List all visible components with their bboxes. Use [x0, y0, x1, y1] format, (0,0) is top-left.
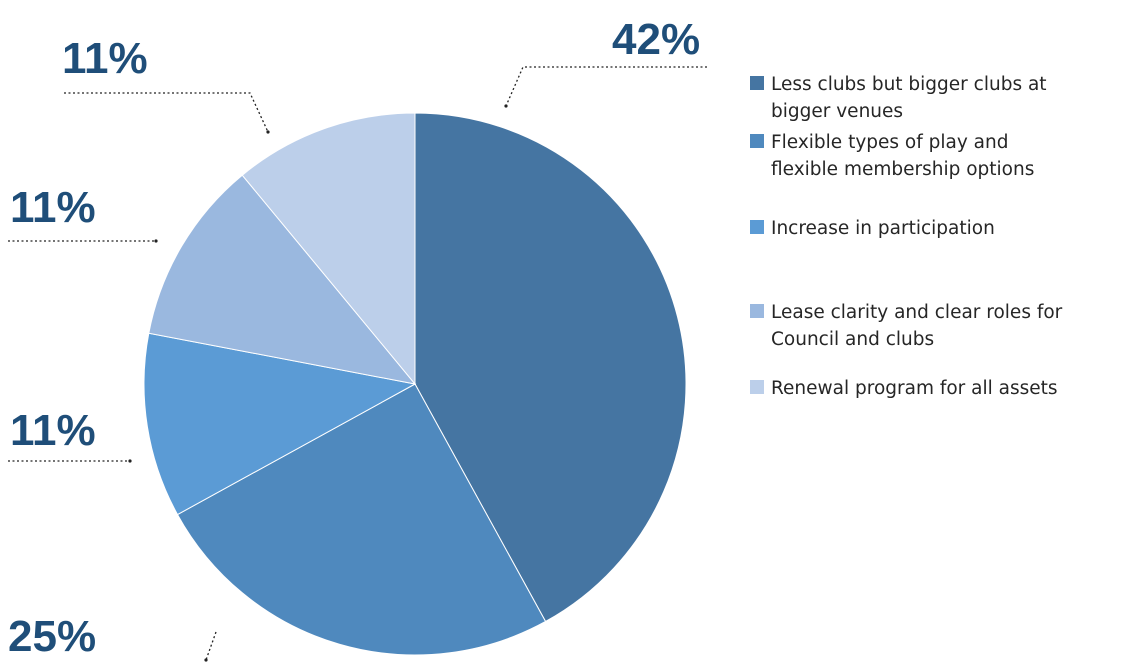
legend-swatch	[750, 134, 764, 148]
legend-label: Flexible types of play and flexible membe…	[771, 132, 1034, 180]
data-label-2: 25%	[8, 612, 96, 661]
legend-swatch	[750, 304, 764, 318]
pie-slice-2	[176, 383, 547, 656]
leader-line-5	[64, 92, 269, 133]
leader-dot-3	[128, 459, 132, 463]
leader-dot-1	[504, 104, 508, 108]
data-label-5: 11%	[62, 34, 148, 83]
leader-dot-2	[204, 658, 208, 662]
pie-slice-1	[414, 112, 687, 623]
legend-label: Lease clarity and clear roles for Council…	[771, 302, 1063, 350]
legend: Less clubs but bigger clubs at bigger ven…	[750, 74, 1063, 399]
leader-dot-5	[266, 130, 270, 134]
legend-label: Less clubs but bigger clubs at bigger ven…	[771, 74, 1047, 122]
pie-slice-5	[241, 112, 416, 386]
legend-item-3: Increase in participation	[750, 218, 995, 239]
pie-slice-4	[148, 174, 417, 385]
legend-label: Increase in participation	[771, 218, 995, 239]
leader-line-1	[505, 66, 707, 107]
data-label-4: 11%	[10, 183, 96, 232]
legend-swatch	[750, 380, 764, 394]
pie-slice-3	[143, 332, 417, 516]
legend-item-5: Renewal program for all assets	[750, 378, 1058, 399]
legend-swatch	[750, 76, 764, 90]
leader-line-2	[205, 631, 217, 661]
legend-swatch	[750, 220, 764, 234]
legend-label: Renewal program for all assets	[771, 378, 1058, 399]
data-labels: 42% 25% 11% 11% 11%	[8, 15, 700, 661]
leader-lines	[8, 66, 707, 662]
data-label-1: 42%	[612, 15, 700, 64]
data-label-3: 11%	[10, 406, 96, 455]
legend-item-2: Flexible types of play and flexible membe…	[750, 132, 1034, 180]
legend-item-1: Less clubs but bigger clubs at bigger ven…	[750, 74, 1047, 122]
legend-item-4: Lease clarity and clear roles for Council…	[750, 302, 1063, 350]
pie-slices	[143, 112, 687, 656]
leader-dot-4	[154, 239, 158, 243]
